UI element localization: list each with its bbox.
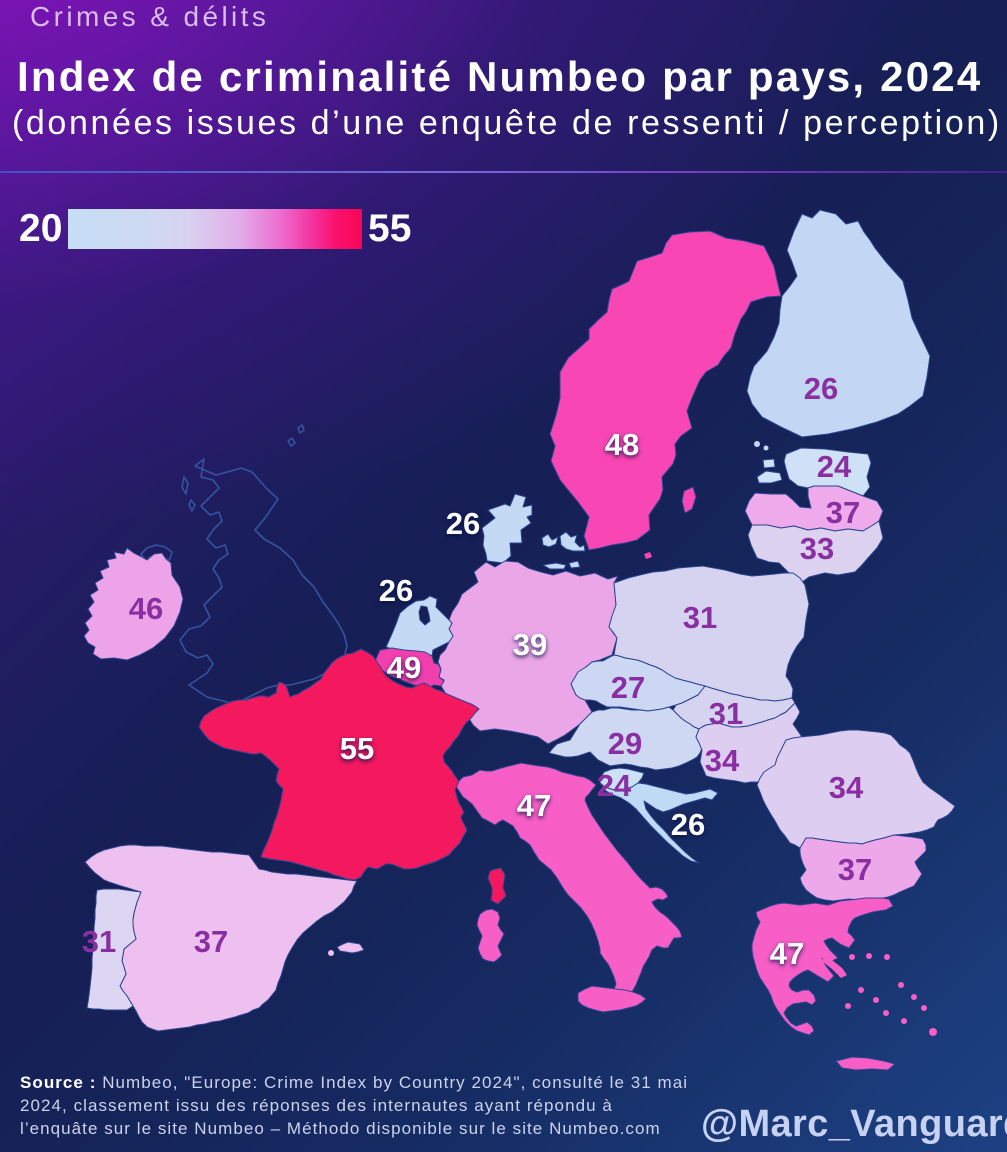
svg-text:37: 37 [838,852,872,887]
svg-text:26: 26 [379,573,413,608]
svg-text:49: 49 [387,650,421,685]
svg-text:24: 24 [817,449,852,484]
svg-text:26: 26 [446,506,480,541]
svg-text:55: 55 [340,731,374,766]
svg-text:39: 39 [513,627,547,662]
svg-text:46: 46 [129,591,163,626]
svg-text:48: 48 [605,427,639,462]
svg-text:31: 31 [709,696,743,731]
svg-text:29: 29 [608,726,642,761]
svg-text:33: 33 [800,531,834,566]
svg-text:37: 37 [194,924,228,959]
svg-text:24: 24 [597,768,632,803]
svg-text:37: 37 [826,495,860,530]
svg-text:34: 34 [829,770,864,805]
svg-text:26: 26 [671,807,705,842]
svg-text:26: 26 [804,371,838,406]
svg-text:31: 31 [683,600,717,635]
svg-text:31: 31 [82,924,116,959]
svg-text:34: 34 [705,743,740,778]
svg-text:27: 27 [611,670,645,705]
svg-text:47: 47 [517,788,551,823]
svg-text:47: 47 [770,936,804,971]
